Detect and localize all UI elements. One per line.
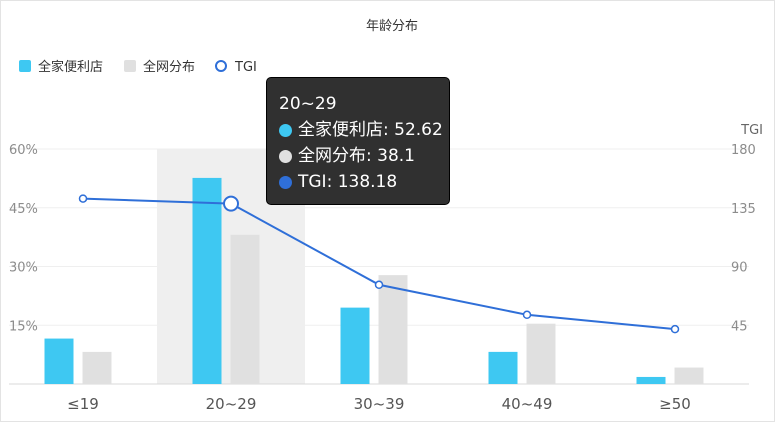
tgi-point: [223, 195, 239, 212]
y-right-tick-label: 135: [731, 202, 756, 217]
bar-family-mart: [340, 307, 370, 384]
y-right-tick-label: 45: [731, 319, 748, 334]
x-category-label: ≤19: [67, 395, 99, 413]
tooltip-row-network: 全网分布: 38.1: [279, 143, 437, 169]
tooltip-text-tgi: TGI: 138.18: [298, 172, 398, 192]
tooltip-text-family-mart: 全家便利店: 52.62: [298, 120, 443, 140]
tooltip-title: 20~29: [279, 94, 337, 114]
bar-network: [378, 275, 408, 384]
x-category-label: ≥50: [659, 395, 691, 413]
legend-marker-tgi: [215, 60, 227, 72]
legend-label-network: 全网分布: [143, 59, 195, 75]
bar-network: [230, 234, 260, 384]
bar-network: [526, 323, 556, 384]
legend-swatch-family-mart: [19, 60, 31, 72]
y-left-tick-label: 60%: [9, 143, 38, 158]
tooltip-marker-family-mart: [279, 123, 292, 137]
y-right-tick-label: 90: [731, 261, 748, 276]
legend-label-family-mart: 全家便利店: [38, 59, 103, 75]
bar-network: [674, 367, 704, 384]
x-category-label: 40~49: [502, 395, 553, 413]
bar-family-mart: [44, 338, 74, 384]
tooltip-text-network: 全网分布: 38.1: [298, 146, 415, 166]
tooltip-marker-network: [279, 149, 292, 163]
tgi-point: [374, 280, 384, 290]
right-axis-title: TGI: [740, 123, 763, 138]
x-category-label: 20~29: [206, 395, 257, 413]
tgi-point: [522, 310, 532, 320]
tooltip-row-family-mart: 全家便利店: 52.62: [279, 117, 443, 143]
bar-family-mart: [488, 351, 518, 384]
bar-family-mart: [636, 376, 666, 384]
legend-swatch-network: [124, 60, 136, 72]
tooltip-row-tgi: TGI: 138.18: [279, 169, 437, 195]
tgi-point: [670, 324, 680, 334]
x-category-label: 30~39: [354, 395, 405, 413]
chart-tooltip: 20~29 全家便利店: 52.62 全网分布: 38.1 TGI: 138.1…: [266, 77, 450, 205]
tgi-point: [78, 194, 88, 203]
legend-label-tgi: TGI: [234, 60, 257, 75]
y-left-tick-label: 30%: [9, 261, 38, 276]
y-right-tick-label: 180: [731, 143, 756, 158]
chart-title: 年龄分布: [366, 19, 418, 34]
y-left-tick-label: 45%: [9, 202, 38, 217]
y-left-tick-label: 15%: [9, 319, 38, 334]
bar-network: [82, 351, 112, 384]
tooltip-marker-tgi: [279, 175, 292, 189]
bar-family-mart: [192, 177, 222, 384]
